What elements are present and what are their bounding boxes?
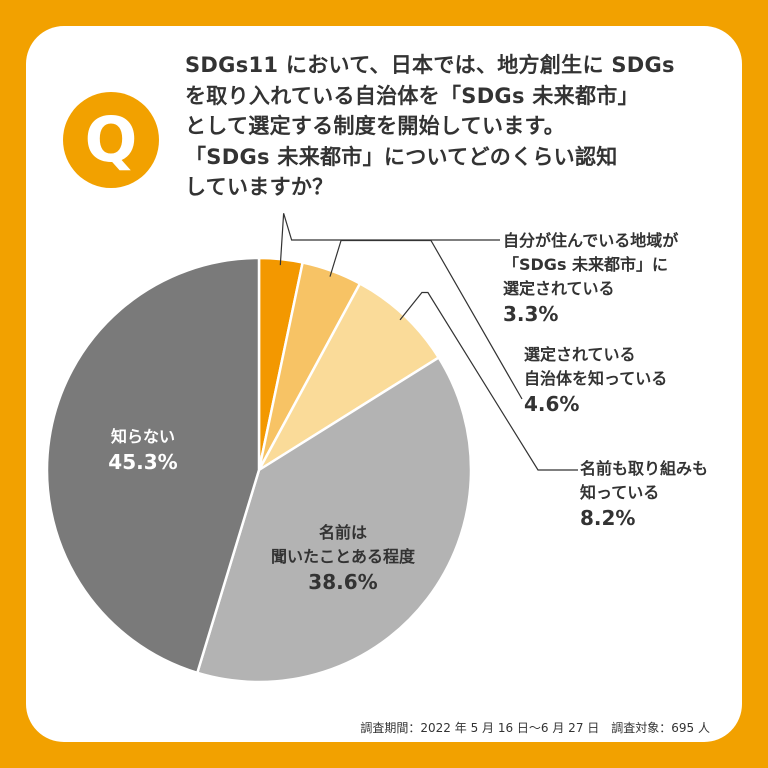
slice-label-line: 名前も取り組みも (580, 459, 709, 478)
slice-label-line: 「SDGs 未来都市」に (503, 255, 669, 274)
question-line: 「SDGs 未来都市」についてどのくらい認知 (185, 144, 618, 169)
slice-label-do-not-know: 知らない 45.3% (108, 425, 177, 475)
q-badge: Q (63, 92, 159, 188)
question-line: を取り入れている自治体を「SDGs 未来都市」 (185, 83, 639, 108)
slice-label-line: 選定されている (503, 279, 615, 298)
question-text: SDGs11 において、日本では、地方創生に SDGs を取り入れている自治体を… (185, 50, 730, 203)
slice-label-line: 知らない (110, 427, 176, 446)
pie-slice (195, 355, 473, 684)
slice-label-know-selected-municipalities: 選定されている 自治体を知っている 4.6% (524, 343, 667, 417)
slice-label-line: 自分が住んでいる地域が (503, 231, 679, 250)
question-line: していますか？ (185, 175, 334, 199)
leader-line (399, 291, 578, 471)
slice-value-label: 3.3% (503, 302, 559, 326)
slice-label-line: 名前は (318, 523, 368, 542)
slice-label-line: 知っている (580, 483, 660, 502)
slice-value-label: 45.3% (108, 450, 178, 474)
pie-slice (45, 256, 261, 675)
slice-label-line: 自治体を知っている (524, 369, 668, 388)
slice-label-resident-city-selected: 自分が住んでいる地域が 「SDGs 未来都市」に 選定されている 3.3% (503, 229, 678, 327)
question-line: として選定する制度を開始しています。 (185, 114, 566, 138)
slice-label-line: 聞いたことある程度 (270, 547, 416, 566)
slice-label-know-name-and-efforts: 名前も取り組みも 知っている 8.2% (580, 457, 708, 531)
leader-line (279, 213, 500, 266)
leader-line (329, 239, 523, 400)
slice-value-label: 8.2% (580, 506, 636, 530)
slice-value-label: 38.6% (308, 570, 378, 594)
question-line: SDGs11 において、日本では、地方創生に SDGs (185, 53, 675, 77)
survey-footnote: 調査期間：2022 年 5 月 16 日〜6 月 27 日 調査対象：695 人 (360, 721, 710, 735)
slice-label-heard-name-only: 名前は 聞いたことある程度 38.6% (271, 521, 415, 595)
slice-value-label: 4.6% (524, 392, 580, 416)
slice-label-line: 選定されている (524, 345, 636, 364)
